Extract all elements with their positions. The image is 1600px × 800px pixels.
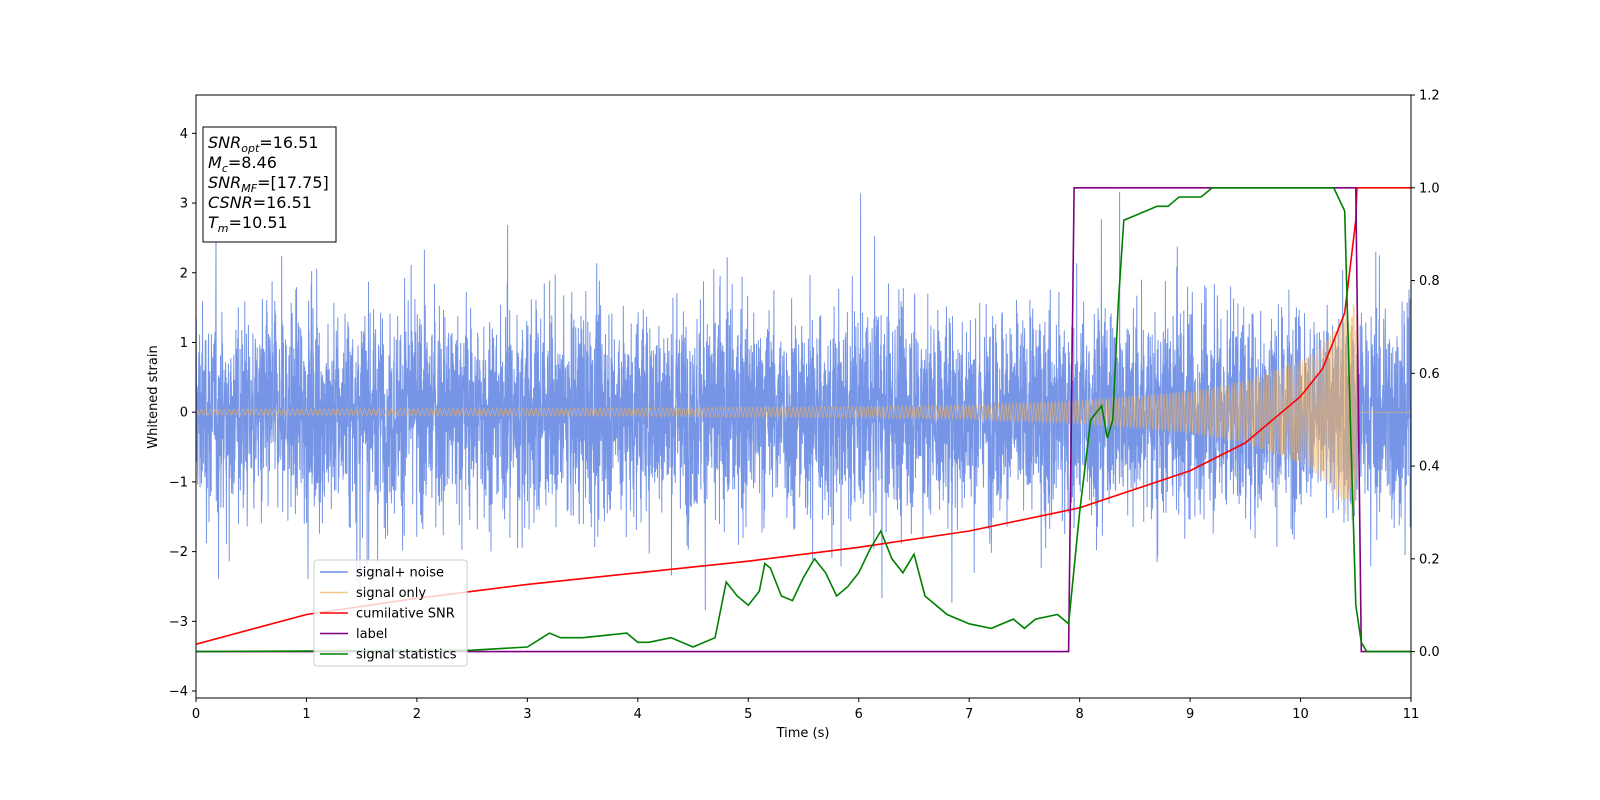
y-left-tick-label: 2 <box>180 266 188 281</box>
x-tick-label: 1 <box>302 707 310 722</box>
y-left-tick-label: −2 <box>169 545 188 560</box>
x-tick-label: 5 <box>744 707 752 722</box>
y-left-tick-label: 1 <box>180 336 188 351</box>
plot-frame <box>195 94 1412 699</box>
x-tick-label: 3 <box>523 707 531 722</box>
legend-label: signal+ noise <box>356 566 444 581</box>
annotation-line: Mc=8.46 <box>208 153 277 175</box>
y-axis-label: Whitened strain <box>146 345 161 448</box>
legend-frame <box>313 559 468 667</box>
annotation-line: CSNR=16.51 <box>208 193 312 212</box>
annotation-line: Tm=10.51 <box>208 213 288 235</box>
y-right-tick-label: 0.6 <box>1419 367 1440 382</box>
annotation-box: SNRopt=16.51Mc=8.46SNRMF=[17.75]CSNR=16.… <box>202 126 337 243</box>
y-right-tick-label: 0.2 <box>1419 552 1440 567</box>
x-tick-label: 0 <box>192 707 200 722</box>
y-right-tick-label: 0.0 <box>1419 645 1440 660</box>
y-left-tick-label: −3 <box>169 615 188 630</box>
legend-label: signal statistics <box>356 648 457 663</box>
y-right-tick-label: 0.8 <box>1419 274 1440 289</box>
legend-label: label <box>356 627 387 642</box>
axes: 0 1 2 3 4 5 6 7 8 9 10 11 −4 −3 −2 −1 0 1 2 3 4 0.0 0.2 0.4 0.6 0… <box>169 89 1440 723</box>
annotation-frame <box>202 126 337 243</box>
x-tick-label: 7 <box>965 707 973 722</box>
x-tick-label: 2 <box>413 707 421 722</box>
legend: signal+ noise signal only cumilative SNR la… <box>313 559 468 667</box>
series-signal-statistics <box>196 187 1411 653</box>
x-tick-label: 6 <box>855 707 863 722</box>
y-left-tick-label: 0 <box>180 406 188 421</box>
x-tick-label: 8 <box>1075 707 1083 722</box>
y-left-tick-label: 3 <box>180 197 188 212</box>
y-left-tick-label: −4 <box>169 685 188 700</box>
annotation-line: SNRopt=16.51 <box>208 133 319 155</box>
legend-label: cumilative SNR <box>356 607 455 622</box>
x-tick-label: 11 <box>1403 707 1420 722</box>
y-left-tick-label: 4 <box>180 127 188 142</box>
legend-label: signal only <box>356 586 426 601</box>
x-axis-label: Time (s) <box>776 726 830 741</box>
plot-area <box>196 187 1411 653</box>
y-left-tick-label: −1 <box>169 475 188 490</box>
x-tick-label: 4 <box>634 707 642 722</box>
series-signal-noise <box>196 191 1411 611</box>
x-tick-label: 10 <box>1292 707 1309 722</box>
y-right-tick-label: 1.2 <box>1419 89 1440 104</box>
y-right-tick-label: 0.4 <box>1419 460 1440 475</box>
series-signal-only <box>196 303 1411 520</box>
x-tick-label: 9 <box>1186 707 1194 722</box>
y-right-tick-label: 1.0 <box>1419 181 1440 196</box>
annotation-line: SNRMF=[17.75] <box>208 173 329 195</box>
